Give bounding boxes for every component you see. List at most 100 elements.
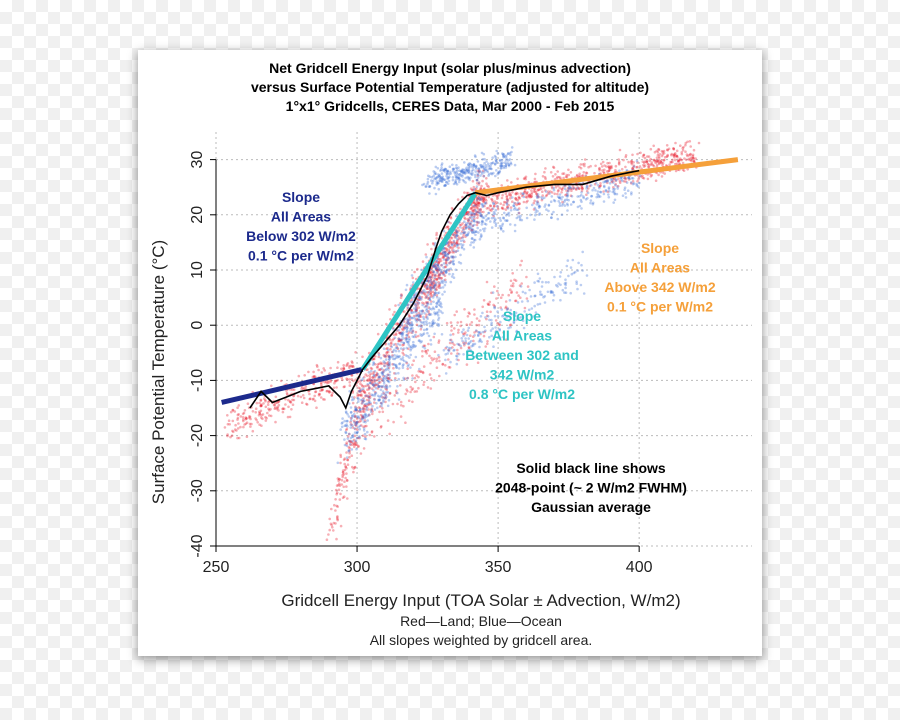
scatter-point-land	[388, 338, 392, 342]
scatter-point-ocean	[522, 195, 526, 199]
scatter-point-ocean	[567, 198, 570, 202]
scatter-point-ocean	[455, 358, 459, 361]
scatter-point-land	[435, 366, 439, 370]
scatter-point-land	[435, 294, 439, 297]
scatter-point-ocean	[538, 205, 542, 208]
scatter-point-ocean	[382, 370, 385, 374]
scatter-point-land	[325, 381, 329, 385]
scatter-point-land	[350, 454, 354, 458]
scatter-point-land	[689, 158, 693, 161]
scatter-point-ocean	[406, 377, 409, 380]
scatter-point-land	[449, 236, 453, 239]
scatter-point-land	[345, 442, 348, 446]
scatter-point-ocean	[436, 300, 440, 304]
scatter-point-ocean	[474, 204, 477, 207]
scatter-point-ocean	[400, 340, 403, 344]
scatter-point-ocean	[428, 281, 431, 284]
scatter-point-ocean	[510, 150, 513, 154]
scatter-point-land	[426, 301, 430, 304]
scatter-point-ocean	[536, 272, 540, 276]
scatter-point-land	[346, 378, 349, 381]
scatter-point-ocean	[476, 160, 480, 163]
scatter-point-ocean	[550, 290, 554, 293]
scatter-point-land	[419, 291, 423, 294]
scatter-point-land	[474, 203, 477, 206]
scatter-point-land	[325, 389, 329, 393]
scatter-point-land	[407, 331, 411, 334]
scatter-point-land	[450, 329, 453, 332]
scatter-point-land	[308, 392, 311, 396]
scatter-point-land	[605, 179, 609, 182]
scatter-point-ocean	[436, 311, 440, 314]
scatter-point-ocean	[528, 288, 531, 292]
scatter-point-land	[449, 260, 453, 263]
scatter-point-land	[367, 395, 370, 399]
scatter-point-ocean	[390, 345, 393, 349]
scatter-point-land	[368, 374, 371, 377]
scatter-point-land	[398, 339, 401, 343]
scatter-point-ocean	[519, 285, 523, 288]
scatter-point-land	[328, 389, 331, 393]
scatter-point-ocean	[445, 263, 449, 267]
scatter-point-land	[244, 416, 248, 419]
scatter-point-land	[405, 321, 409, 324]
scatter-point-ocean	[545, 208, 548, 211]
slope-mid-label-text: All Areas	[492, 328, 552, 344]
scatter-point-ocean	[442, 178, 446, 181]
scatter-point-land	[466, 315, 470, 318]
scatter-point-land	[485, 201, 488, 205]
scatter-point-land	[321, 388, 324, 391]
scatter-point-land	[649, 157, 652, 161]
scatter-point-ocean	[498, 159, 502, 163]
scatter-point-ocean	[469, 162, 472, 166]
scatter-point-land	[474, 202, 477, 206]
scatter-point-land	[388, 391, 392, 395]
scatter-point-ocean	[452, 349, 455, 352]
scatter-point-land	[394, 342, 397, 346]
scatter-point-land	[378, 380, 382, 384]
scatter-point-land	[356, 394, 359, 398]
scatter-point-land	[511, 272, 514, 275]
scatter-point-ocean	[535, 195, 539, 198]
scatter-point-land	[428, 354, 431, 358]
scatter-point-land	[407, 313, 411, 316]
scatter-point-ocean	[380, 385, 384, 388]
scatter-point-ocean	[489, 220, 492, 223]
scatter-point-land	[384, 355, 387, 359]
scatter-point-ocean	[479, 174, 482, 177]
scatter-point-land	[655, 159, 658, 162]
scatter-point-land	[455, 242, 459, 246]
scatter-point-land	[328, 517, 331, 521]
scatter-point-land	[503, 200, 506, 204]
scatter-point-land	[502, 207, 505, 211]
scatter-point-land	[463, 231, 466, 234]
scatter-point-ocean	[630, 193, 633, 196]
scatter-point-land	[241, 412, 245, 416]
scatter-point-ocean	[421, 303, 424, 307]
scatter-point-land	[374, 374, 377, 377]
scatter-point-ocean	[475, 167, 478, 170]
scatter-point-land	[475, 204, 479, 207]
scatter-point-land	[502, 331, 505, 334]
scatter-point-land	[376, 363, 380, 366]
scatter-point-ocean	[410, 316, 414, 320]
slope-mid-line	[360, 191, 478, 371]
scatter-point-land	[370, 378, 374, 382]
scatter-point-ocean	[454, 236, 458, 239]
scatter-point-ocean	[567, 274, 570, 278]
scatter-point-ocean	[517, 211, 520, 215]
scatter-point-ocean	[393, 378, 397, 382]
scatter-point-land	[506, 179, 509, 182]
scatter-point-land	[570, 189, 573, 192]
scatter-point-land	[487, 206, 490, 210]
gaussian-label-text: Solid black line shows	[516, 460, 666, 476]
scatter-point-ocean	[443, 251, 447, 254]
scatter-point-land	[479, 196, 483, 199]
scatter-point-land	[522, 177, 526, 181]
scatter-point-ocean	[411, 343, 415, 347]
scatter-point-ocean	[407, 321, 411, 324]
scatter-point-land	[363, 404, 366, 407]
scatter-point-ocean	[487, 174, 490, 177]
scatter-point-land	[339, 461, 342, 465]
scatter-point-land	[516, 192, 519, 195]
